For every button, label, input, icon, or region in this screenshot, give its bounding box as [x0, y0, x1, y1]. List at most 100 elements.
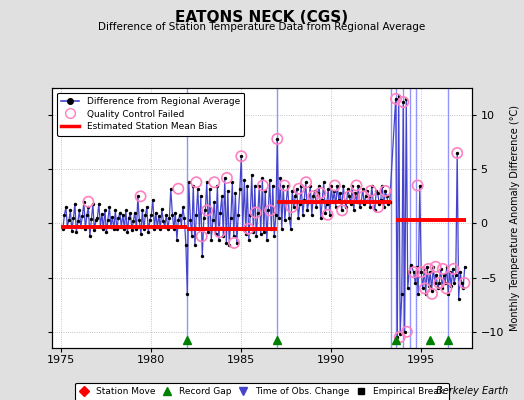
Point: [158, 206, 166, 212]
Point: [296, 201, 304, 207]
Point: [420, 266, 429, 272]
Point: [386, 198, 394, 205]
Point: [447, 283, 455, 290]
Point: [162, 212, 170, 218]
Point: [273, 136, 281, 142]
Point: [288, 188, 297, 194]
Point: [407, 261, 415, 268]
Point: [215, 236, 223, 243]
Point: [151, 209, 160, 216]
Point: [173, 236, 181, 243]
Point: [396, 331, 405, 337]
Point: [116, 209, 124, 216]
Point: [354, 182, 363, 189]
Point: [411, 280, 420, 286]
Point: [288, 204, 296, 210]
Point: [249, 229, 258, 235]
Point: [321, 209, 330, 216]
Point: [231, 190, 239, 196]
Point: [99, 226, 107, 232]
Point: [125, 215, 133, 221]
Point: [156, 226, 165, 232]
Point: [111, 207, 119, 214]
Point: [426, 269, 434, 275]
Point: [374, 204, 382, 210]
Point: [137, 231, 145, 238]
Point: [150, 226, 159, 232]
Point: [329, 198, 337, 205]
Point: [312, 204, 321, 210]
Point: [101, 207, 109, 214]
Point: [134, 193, 142, 200]
Point: [66, 207, 74, 214]
Point: [399, 99, 408, 105]
Point: [227, 215, 235, 221]
Point: [147, 212, 156, 218]
Point: [189, 182, 198, 189]
Point: [456, 269, 464, 275]
Text: EATONS NECK (CGS): EATONS NECK (CGS): [176, 10, 348, 25]
Point: [179, 204, 187, 210]
Point: [243, 182, 252, 189]
Point: [445, 269, 454, 275]
Point: [444, 291, 452, 297]
Point: [237, 153, 246, 160]
Point: [180, 215, 189, 221]
Point: [398, 291, 406, 297]
Point: [224, 188, 232, 194]
Point: [287, 226, 295, 232]
Point: [452, 272, 460, 279]
Point: [69, 215, 78, 221]
Point: [223, 175, 231, 181]
Point: [81, 226, 90, 232]
Point: [126, 209, 135, 216]
Point: [327, 182, 335, 189]
Point: [423, 264, 431, 270]
Point: [72, 229, 81, 235]
Point: [403, 285, 412, 292]
Point: [369, 198, 377, 205]
Point: [191, 242, 199, 248]
Point: [424, 283, 433, 290]
Point: [299, 212, 307, 218]
Point: [114, 215, 123, 221]
Point: [424, 266, 433, 272]
Point: [302, 179, 310, 186]
Point: [84, 204, 93, 210]
Point: [119, 212, 127, 218]
Point: [331, 182, 339, 189]
Point: [421, 291, 430, 297]
Point: [342, 204, 351, 210]
Point: [230, 233, 238, 240]
Point: [391, 96, 400, 102]
Point: [410, 269, 418, 275]
Point: [192, 212, 201, 218]
Point: [85, 233, 94, 240]
Point: [230, 240, 238, 246]
Point: [301, 179, 310, 186]
Point: [431, 280, 439, 286]
Point: [372, 188, 380, 194]
Point: [113, 226, 121, 232]
Point: [122, 207, 130, 214]
Point: [454, 296, 463, 302]
Point: [105, 204, 114, 210]
Point: [174, 186, 182, 192]
Point: [261, 188, 269, 194]
Legend: Station Move, Record Gap, Time of Obs. Change, Empirical Break: Station Move, Record Gap, Time of Obs. C…: [75, 383, 449, 400]
Point: [210, 179, 219, 186]
Point: [198, 253, 206, 259]
Point: [163, 226, 172, 232]
Point: [333, 182, 342, 189]
Point: [207, 236, 215, 243]
Point: [432, 272, 440, 279]
Point: [429, 264, 438, 270]
Point: [132, 226, 140, 232]
Point: [143, 204, 151, 210]
Point: [428, 291, 436, 297]
Point: [341, 198, 349, 205]
Point: [141, 212, 150, 218]
Point: [370, 207, 379, 214]
Point: [332, 204, 340, 210]
Point: [205, 186, 214, 192]
